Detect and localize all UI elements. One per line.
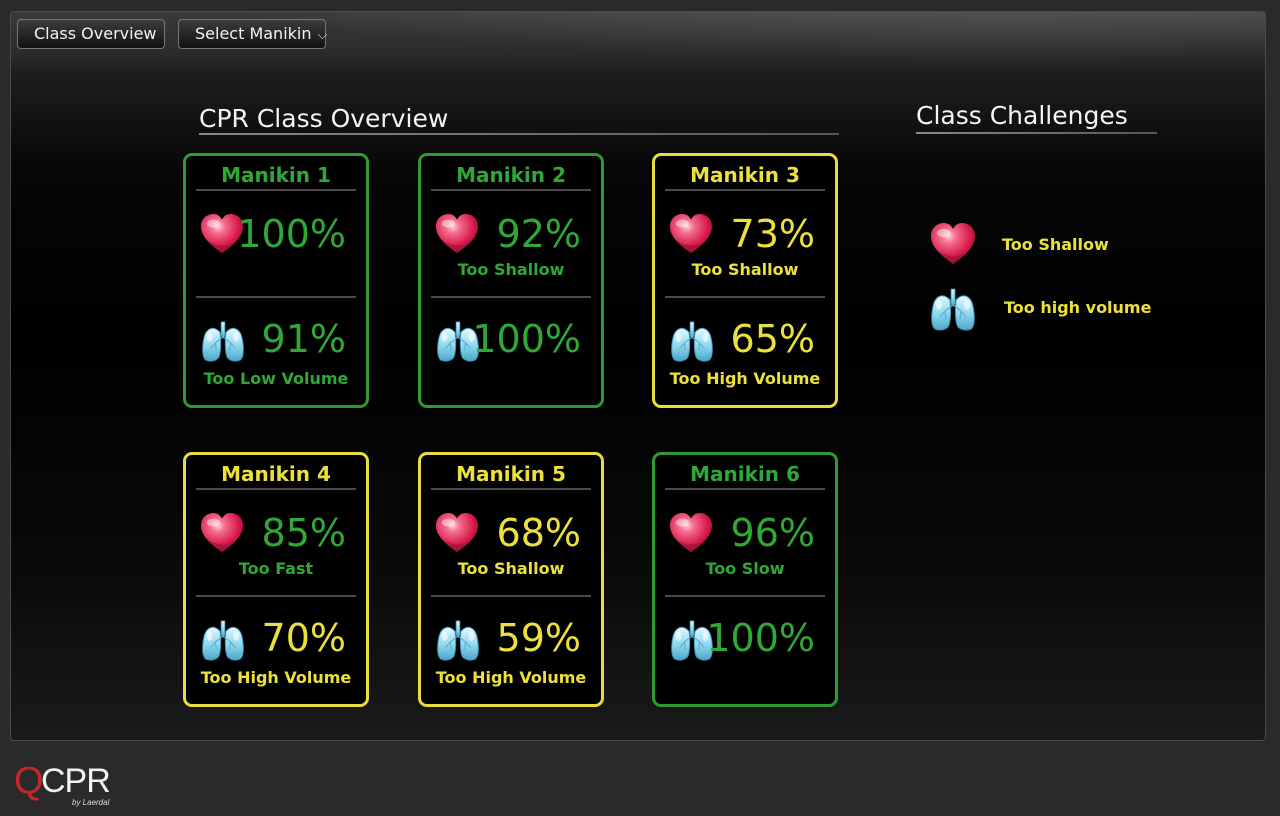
divider [431, 189, 591, 191]
heart-icon [434, 213, 480, 255]
ventilation-percent: 65% [730, 317, 815, 361]
challenge-label-too-high-volume: Too high volume [1004, 298, 1152, 317]
manikin-card-1[interactable]: Manikin 1 100% 91% Too Low Volume [183, 153, 369, 408]
manikin-name: Manikin 5 [456, 462, 566, 486]
divider [196, 595, 356, 597]
manikin-card-2[interactable]: Manikin 2 92% Too Shallow 100% [418, 153, 604, 408]
divider [196, 296, 356, 298]
heart-icon [199, 512, 245, 554]
ventilation-percent: 100% [472, 317, 581, 361]
divider [665, 189, 825, 191]
heart-icon [434, 512, 480, 554]
divider [665, 488, 825, 490]
lungs-icon [435, 618, 481, 662]
ventilation-note: Too High Volume [669, 369, 821, 388]
qcpr-logo: Q CPR by Laerdal [14, 760, 124, 810]
manikin-card-4[interactable]: Manikin 4 85% Too Fast 70% Too High Volu… [183, 452, 369, 707]
logo-by-laerdal: by Laerdal [72, 798, 110, 807]
manikin-name: Manikin 4 [221, 462, 331, 486]
manikin-card-5[interactable]: Manikin 5 68% Too Shallow 59% Too High V… [418, 452, 604, 707]
manikin-name: Manikin 1 [221, 163, 331, 187]
chevron-down-icon: ⌵ [317, 28, 328, 43]
divider [196, 189, 356, 191]
compression-percent: 96% [730, 511, 815, 555]
divider [665, 296, 825, 298]
manikin-name: Manikin 3 [690, 163, 800, 187]
ventilation-percent: 91% [261, 317, 346, 361]
lungs-icon [200, 618, 246, 662]
compression-percent: 68% [496, 511, 581, 555]
challenges-title: Class Challenges [916, 101, 1128, 130]
heart-icon [668, 213, 714, 255]
challenges-title-underline [916, 132, 1157, 134]
overview-title-underline [199, 133, 839, 135]
compression-percent: 73% [730, 212, 815, 256]
ventilation-percent: 100% [706, 616, 815, 660]
compression-note: Too Shallow [691, 260, 799, 279]
class-overview-label: Class Overview [34, 24, 157, 43]
lungs-icon [669, 319, 715, 363]
lungs-icon [200, 319, 246, 363]
divider [196, 488, 356, 490]
ventilation-note: Too Low Volume [203, 369, 349, 388]
class-overview-button[interactable]: Class Overview [17, 19, 165, 49]
divider [431, 488, 591, 490]
divider [665, 595, 825, 597]
compression-percent: 92% [496, 212, 581, 256]
ventilation-percent: 59% [496, 616, 581, 660]
ventilation-note: Too High Volume [435, 668, 587, 687]
compression-note: Too Slow [705, 559, 785, 578]
heart-icon [668, 512, 714, 554]
challenge-label-too-shallow: Too Shallow [1002, 235, 1109, 254]
compression-percent: 85% [261, 511, 346, 555]
compression-percent: 100% [237, 212, 346, 256]
logo-q: Q [14, 760, 44, 802]
lungs-icon [929, 286, 977, 332]
manikin-name: Manikin 6 [690, 462, 800, 486]
select-manikin-dropdown[interactable]: Select Manikin ⌵ [178, 19, 328, 49]
heart-icon [929, 222, 977, 266]
compression-note: Too Shallow [457, 559, 565, 578]
divider [431, 595, 591, 597]
manikin-card-3[interactable]: Manikin 3 73% Too Shallow 65% Too High V… [652, 153, 838, 408]
ventilation-percent: 70% [261, 616, 346, 660]
compression-note: Too Fast [238, 559, 314, 578]
manikin-name: Manikin 2 [456, 163, 566, 187]
manikin-card-6[interactable]: Manikin 6 96% Too Slow 100% [652, 452, 838, 707]
select-manikin-label: Select Manikin [195, 24, 312, 43]
ventilation-note: Too High Volume [200, 668, 352, 687]
overview-title: CPR Class Overview [199, 104, 449, 133]
compression-note: Too Shallow [457, 260, 565, 279]
logo-cpr: CPR [41, 762, 111, 800]
divider [431, 296, 591, 298]
